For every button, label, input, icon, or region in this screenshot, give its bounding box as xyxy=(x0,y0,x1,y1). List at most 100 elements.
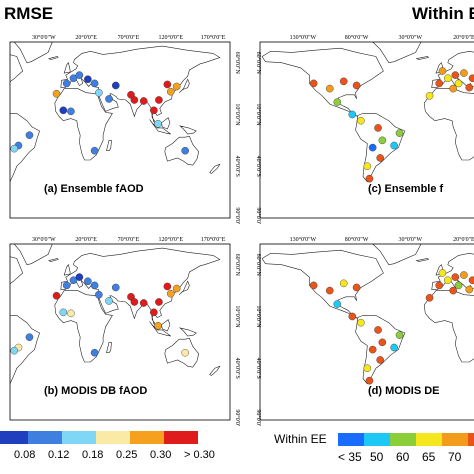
coastline xyxy=(179,327,197,337)
site-marker xyxy=(309,79,318,88)
site-marker xyxy=(357,116,365,125)
lon-tick-label: 130°0'0"W xyxy=(290,236,317,243)
lat-tick-label: 10°0'0"N xyxy=(234,305,240,328)
site-marker xyxy=(465,285,474,294)
site-marker xyxy=(62,281,71,290)
site-marker xyxy=(69,276,78,285)
site-marker xyxy=(339,77,348,86)
site-marker xyxy=(90,79,99,88)
rmse-colorbar-swatch xyxy=(96,431,130,444)
site-marker xyxy=(75,273,84,281)
site-marker xyxy=(363,162,372,171)
lon-tick-label: 80°0'0"W xyxy=(345,34,369,41)
rmse-colorbar-swatch xyxy=(164,431,198,444)
site-marker xyxy=(59,106,68,115)
lon-tick-label: 30°0'0"W xyxy=(32,236,56,243)
rmse-colorbar-label: 0.30 xyxy=(150,449,172,461)
map-frame xyxy=(259,243,474,421)
site-marker xyxy=(425,294,434,302)
site-marker xyxy=(390,343,398,352)
rmse-colorbar-label: 0.18 xyxy=(82,449,104,461)
map-svg: 130°0'0"W 80°0'0"W 30°0'0"W 20°0'0"E 60°0'0"… xyxy=(255,236,474,426)
site-marker xyxy=(376,356,384,364)
lon-tick-label: 70°0'0"E xyxy=(118,236,140,243)
site-marker xyxy=(105,297,113,305)
coastline xyxy=(48,56,59,60)
map-frame xyxy=(9,41,231,219)
panel-label: (c) Ensemble f xyxy=(368,183,444,195)
map-frame xyxy=(259,41,474,219)
map-panel-a: 30°0'0"W 20°0'0"E 70°0'0"E 120°0'0"E 170°0'0… xyxy=(0,30,240,224)
panel-label: (a) Ensemble fAOD xyxy=(44,183,144,195)
site-marker xyxy=(139,97,148,105)
lat-tick-label: 40°0'0"S xyxy=(234,358,240,379)
site-marker xyxy=(438,269,447,277)
site-marker xyxy=(90,348,99,357)
site-marker xyxy=(454,79,463,88)
lat-tick-label: 60°0'0"N xyxy=(234,52,240,75)
ee-colorbar-label: 60 xyxy=(396,450,410,464)
site-marker xyxy=(378,338,387,347)
coastline xyxy=(149,119,171,135)
site-marker xyxy=(460,69,468,77)
ee-colorbar-swatch xyxy=(468,433,474,446)
map-frame xyxy=(9,243,231,421)
rmse-colorbar-swatch xyxy=(62,431,96,444)
lon-tick-label: 80°0'0"W xyxy=(345,236,369,243)
site-marker xyxy=(352,283,361,292)
lon-tick-label: 30°0'0"W xyxy=(32,34,56,41)
site-marker xyxy=(468,276,474,285)
site-marker xyxy=(150,106,158,115)
site-marker xyxy=(333,98,342,106)
lon-tick-label: 170°0'0"E xyxy=(201,236,226,243)
site-marker xyxy=(166,87,175,96)
lat-tick-label: 90°0'0"S xyxy=(255,409,262,426)
lat-tick-label: 90°0'0"S xyxy=(234,207,240,224)
coastline xyxy=(261,47,384,117)
coastline xyxy=(10,256,24,285)
rmse-colorbar-swatch xyxy=(130,431,164,444)
site-marker xyxy=(454,281,463,290)
site-marker xyxy=(378,136,387,145)
rmse-title: RMSE xyxy=(4,4,54,23)
coastline xyxy=(178,78,190,93)
site-marker xyxy=(451,273,460,281)
site-marker xyxy=(425,92,434,100)
coastline xyxy=(10,113,40,183)
site-marker xyxy=(376,154,384,162)
map-svg: 30°0'0"W 20°0'0"E 70°0'0"E 120°0'0"E 170°0'0… xyxy=(9,34,240,224)
site-marker xyxy=(67,107,75,116)
coastline xyxy=(372,244,422,266)
coastline xyxy=(106,342,112,353)
site-marker xyxy=(325,84,334,93)
map-panel-c: 130°0'0"W 80°0'0"W 30°0'0"W 20°0'0"E 60°0'0"… xyxy=(250,30,474,224)
lat-tick-label: 60°0'0"N xyxy=(234,254,240,277)
coastline xyxy=(261,249,384,319)
coastline xyxy=(161,319,171,332)
rmse-colorbar-label: 0.12 xyxy=(48,449,70,461)
lon-tick-label: 30°0'0"W xyxy=(398,236,422,243)
site-marker xyxy=(449,84,457,93)
coastline xyxy=(415,56,430,60)
site-marker xyxy=(395,331,404,339)
site-marker xyxy=(374,124,382,132)
lon-tick-label: 20°0'0"E xyxy=(75,34,97,41)
site-marker xyxy=(52,89,61,98)
site-marker xyxy=(449,286,457,295)
ee-colorbar-swatch xyxy=(442,433,468,446)
lon-tick-label: 20°0'0"E xyxy=(75,236,97,243)
site-marker xyxy=(451,71,460,79)
site-marker xyxy=(435,79,444,88)
coastline xyxy=(106,140,112,151)
coastline xyxy=(372,42,422,64)
site-marker xyxy=(139,299,148,307)
site-marker xyxy=(130,298,139,306)
coastline xyxy=(10,315,40,385)
within-ee-title: Within EE xyxy=(412,4,474,23)
site-marker xyxy=(166,289,175,298)
lon-tick-label: 120°0'0"E xyxy=(158,34,183,41)
lon-tick-label: 20°0'0"E xyxy=(453,34,474,41)
site-marker xyxy=(339,279,348,288)
coastline xyxy=(54,290,113,363)
site-marker xyxy=(348,110,357,119)
